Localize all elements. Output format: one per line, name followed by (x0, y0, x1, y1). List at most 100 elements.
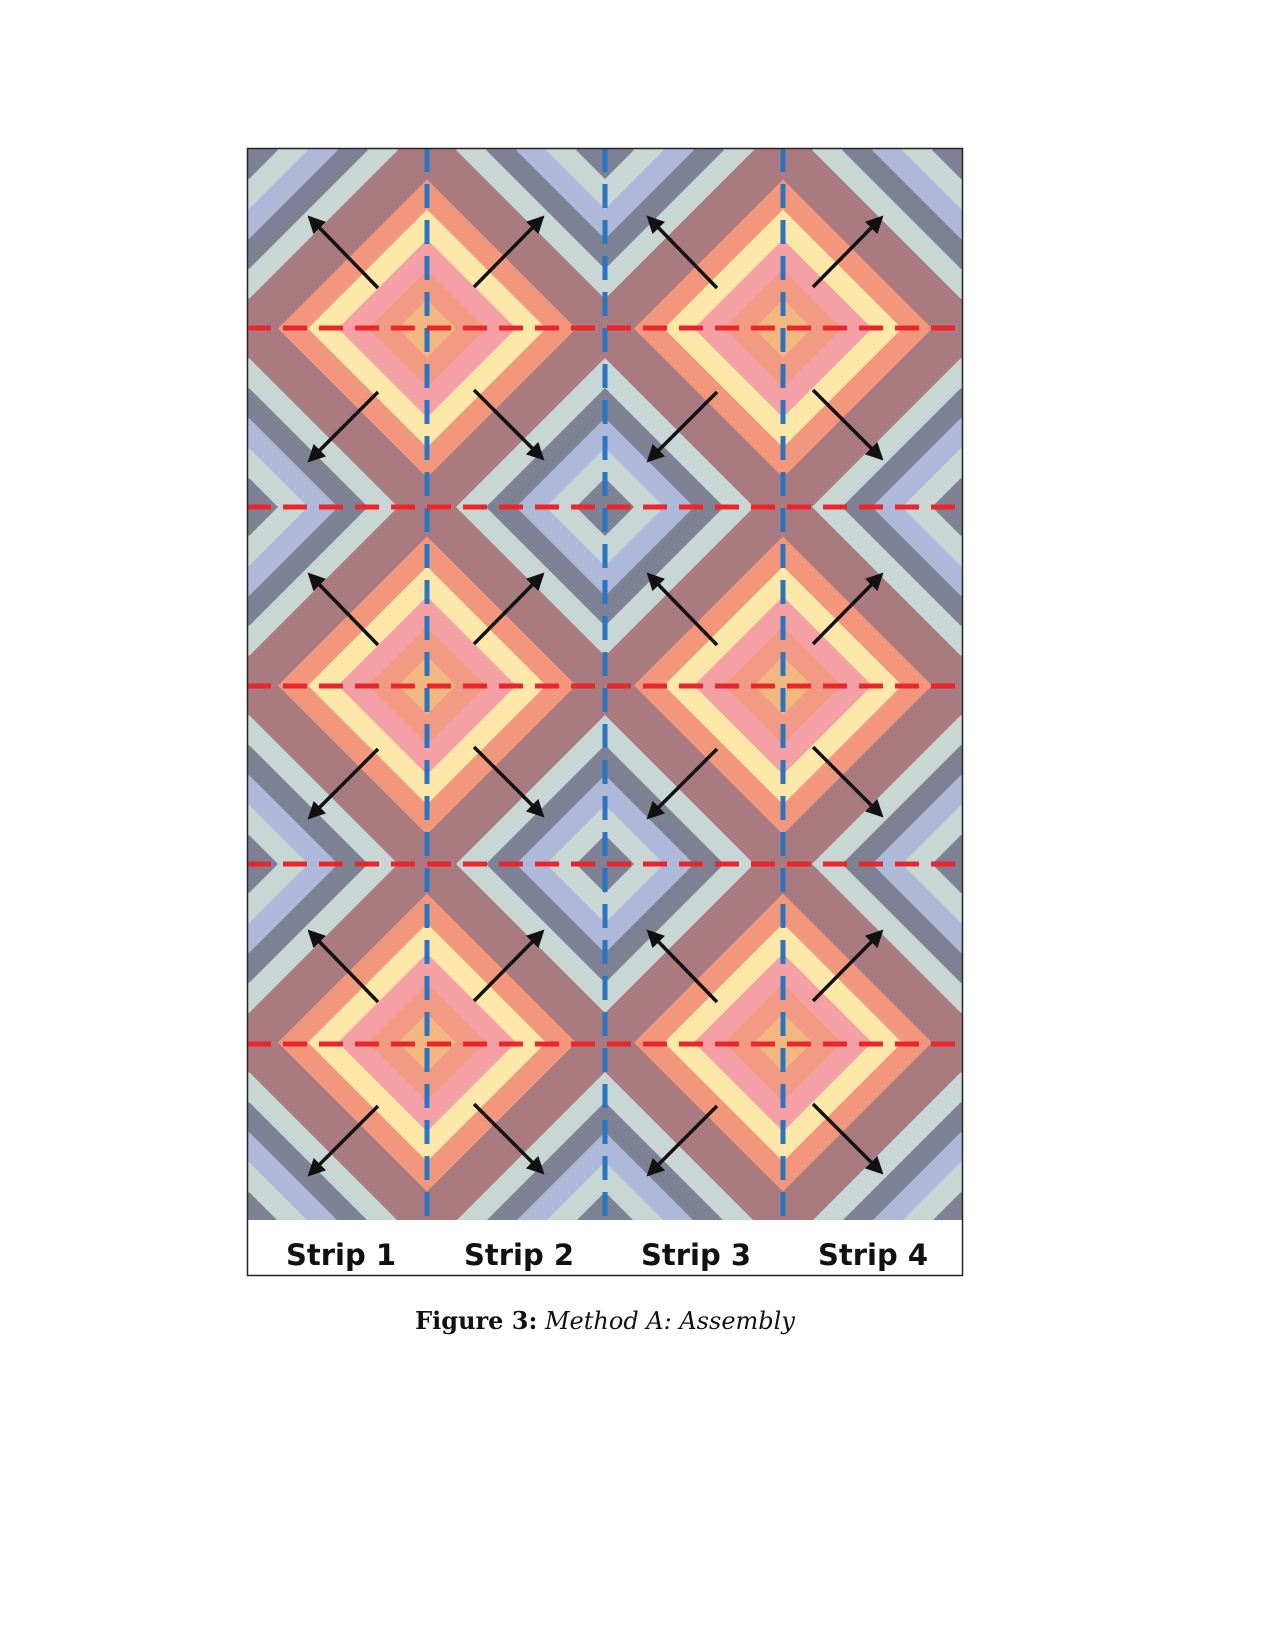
quilt-band (247, 1039, 250, 1046)
quilt-band (278, 0, 576, 121)
quilt-band (0, 924, 190, 1162)
quilt-band (0, 240, 160, 418)
arrow (811, 572, 884, 646)
quilt-band (990, 894, 1275, 1192)
quilt-band (990, 180, 1275, 478)
strip-label: Strip 2 (464, 1238, 574, 1272)
quilt-band (247, 682, 250, 689)
quilt-band (1050, 954, 1228, 1132)
quilt-band (1080, 627, 1198, 745)
quilt-band (0, 1281, 190, 1301)
quilt-band (0, 567, 190, 805)
quilt-band (0, 537, 220, 835)
quilt-band (247, 1192, 277, 1220)
quilt-band (42, 657, 100, 715)
arrow (472, 388, 545, 461)
quilt-band (990, 0, 1275, 121)
quilt-band (247, 148, 278, 179)
arrow (646, 1104, 719, 1177)
quilt-band (0, 1221, 250, 1301)
arrow (307, 747, 380, 820)
quilt-band (990, 537, 1275, 835)
caption-title: Method A: Assembly (544, 1307, 795, 1335)
quilt-band (42, 1014, 100, 1072)
arrow (811, 388, 884, 461)
quilt-band (12, 0, 130, 31)
arrow (646, 390, 719, 463)
quilt-band (960, 1039, 963, 1046)
quilt-band (1020, 924, 1258, 1162)
figure: Strip 1 Strip 2 Strip 3 Strip 4 (0, 0, 1275, 1301)
quilt-band (576, 478, 634, 536)
arrow (472, 572, 545, 646)
arrow (307, 1104, 380, 1177)
quilt-band (754, 1013, 812, 1072)
quilt-band (664, 1281, 902, 1301)
quilt-band (1020, 1281, 1258, 1301)
quilt-band (1110, 300, 1168, 358)
quilt-band (0, 1251, 220, 1301)
quilt-band (0, 0, 250, 151)
quilt-band (0, 894, 220, 1192)
caption-label: Figure 3: (415, 1306, 538, 1335)
quilt-band (1080, 270, 1198, 388)
quilt-band (1110, 657, 1168, 715)
quilt-band (1050, 240, 1228, 418)
arrow (472, 929, 545, 1003)
quilt-band (1080, 0, 1198, 31)
quilt-band (990, 1251, 1275, 1301)
quilt-band (12, 984, 130, 1102)
quilt-band (754, 656, 812, 715)
arrow (307, 390, 380, 463)
quilt-band (694, 0, 872, 61)
arrow (307, 929, 380, 1004)
quilt-band (0, 0, 160, 61)
quilt-band (754, 0, 812, 1)
arrow (646, 215, 719, 290)
figure-border (246, 147, 964, 1277)
arrow (646, 929, 719, 1004)
quilt (0, 0, 1275, 1301)
quilt-band (424, 148, 430, 151)
quilt-band (42, 0, 100, 1)
quilt-band (0, 180, 220, 478)
quilt-band (664, 0, 902, 91)
quilt-band (724, 0, 842, 31)
quilt-band (1050, 0, 1228, 61)
arrow (307, 572, 380, 647)
arrow (811, 929, 884, 1003)
quilt-band (1110, 0, 1168, 1)
arrow (811, 215, 884, 289)
quilt-band (308, 1281, 546, 1301)
arrow (811, 1102, 884, 1175)
quilt-band (42, 300, 100, 358)
quilt-band (247, 325, 250, 332)
quilt-band (1080, 984, 1198, 1102)
quilt-band (338, 0, 516, 61)
quilt-band (933, 1192, 963, 1220)
quilt-band (932, 148, 963, 179)
quilt-band (0, 0, 190, 91)
quilt-band (780, 148, 786, 151)
caption: Figure 3: Method A: Assembly (0, 1306, 1210, 1335)
arrow (472, 215, 545, 289)
arrow (472, 1102, 545, 1175)
arrow (811, 745, 884, 818)
quilt-band (960, 682, 963, 689)
arrows (307, 215, 884, 1177)
quilt-band (960, 325, 963, 332)
quilt-band (0, 954, 160, 1132)
quilt-band (12, 627, 130, 745)
quilt-band (634, 0, 932, 121)
quilt-band (1020, 567, 1258, 805)
quilt-band (0, 597, 160, 775)
quilt-band (368, 0, 486, 31)
quilt-band (0, 210, 190, 448)
quilt-band (0, 0, 220, 121)
quilt-band (1020, 0, 1258, 91)
arrow (646, 572, 719, 647)
label-band (247, 1220, 963, 1276)
arrow (646, 747, 719, 820)
quilt-band (308, 0, 546, 91)
